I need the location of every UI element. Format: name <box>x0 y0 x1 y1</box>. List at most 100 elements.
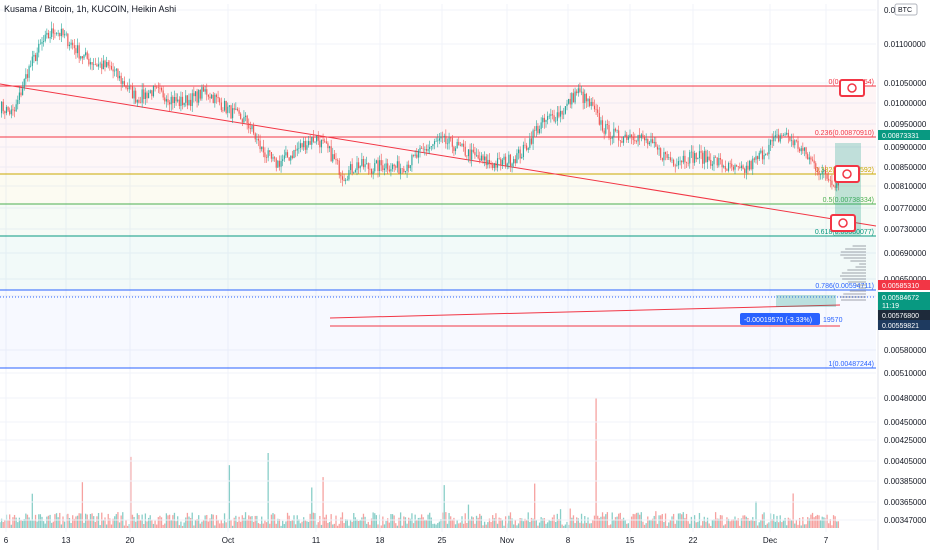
trendline-down[interactable] <box>0 83 877 227</box>
volume-bar <box>753 520 756 528</box>
candle-body <box>526 145 528 150</box>
candle-body <box>322 139 324 141</box>
volume-bar <box>454 524 457 528</box>
volume-bar <box>214 525 216 528</box>
candle-body <box>429 146 431 150</box>
volume-bar <box>231 525 234 528</box>
volume-bar <box>564 524 567 528</box>
candle-body <box>501 159 503 165</box>
candle-body <box>81 56 83 59</box>
money-marker[interactable] <box>839 79 865 97</box>
candle-body <box>621 140 623 143</box>
currency-badge-box[interactable] <box>894 3 918 16</box>
volume-bar <box>2 521 4 528</box>
candle-body <box>440 136 442 139</box>
candle-body <box>789 137 791 141</box>
candle-body <box>598 112 600 125</box>
candle-body <box>792 140 794 146</box>
candle-body <box>592 101 594 106</box>
candle-body <box>624 134 626 137</box>
candle-body <box>614 128 617 131</box>
position-zone[interactable] <box>776 295 836 307</box>
volume-bar <box>530 517 533 528</box>
candle-body <box>748 160 751 170</box>
candle-body <box>312 136 314 142</box>
candle-body <box>461 143 463 146</box>
candle-body <box>388 169 390 172</box>
candle-body <box>538 128 541 134</box>
volume-bar <box>249 516 252 528</box>
money-marker[interactable] <box>830 214 856 232</box>
candle-body <box>832 185 835 186</box>
drawing-lines[interactable]: 0(0.00990654)0.236(0.00870910)0.382(0.00… <box>0 4 877 532</box>
volume-bar <box>653 515 655 528</box>
candle-body <box>104 60 106 68</box>
volume-bar <box>650 520 652 528</box>
volume-bar <box>248 515 250 528</box>
volume-bar <box>336 525 339 528</box>
volume-bar <box>311 487 313 528</box>
candle-body <box>711 164 713 166</box>
candle-body <box>88 58 90 65</box>
volume-bar <box>130 456 132 528</box>
candle-body <box>568 98 570 104</box>
candle-body <box>590 101 592 106</box>
volume-profile-row <box>840 254 866 256</box>
volume-bar <box>739 525 741 528</box>
volume-bar <box>794 523 796 528</box>
volume-bar <box>729 521 731 528</box>
volume-bar <box>579 522 581 528</box>
candle-body <box>207 94 209 97</box>
drawing-overlay[interactable]: -0.00019570 (-3.33%) 19570 <box>740 79 866 325</box>
volume-bar <box>731 519 733 528</box>
candle-body <box>202 87 205 92</box>
volume-bar <box>414 514 416 528</box>
candle-body <box>487 159 489 166</box>
volume-bar <box>189 518 192 528</box>
volume-bar <box>432 523 434 528</box>
candle-body <box>304 140 306 150</box>
candle-body <box>120 75 122 84</box>
volume-bar <box>93 516 95 528</box>
candle-body <box>545 120 547 122</box>
candle-body <box>149 90 151 94</box>
candle-body <box>706 156 709 163</box>
candle-body <box>427 149 429 151</box>
candle-body <box>291 155 293 159</box>
candle-body <box>26 74 29 78</box>
candle-body <box>514 159 516 164</box>
fib-level-label: 0.618(0.00680077) <box>815 229 874 236</box>
y-tick-label: 0.00450000 <box>884 418 927 427</box>
candle-body <box>805 147 807 155</box>
volume-bar <box>574 523 576 528</box>
money-marker[interactable] <box>834 165 860 183</box>
volume-bar <box>294 524 297 528</box>
candle-body <box>152 86 155 97</box>
volume-bar <box>810 514 812 528</box>
measure-badge[interactable] <box>740 313 820 325</box>
volume-bar <box>595 398 597 528</box>
candle-body <box>690 151 692 153</box>
candle-body <box>527 147 529 150</box>
trendline-support[interactable] <box>329 304 841 319</box>
volume-bar <box>256 515 258 528</box>
candle-body <box>345 179 347 181</box>
volume-bar <box>487 522 489 528</box>
volume-bar <box>569 508 571 528</box>
volume-bar <box>49 514 51 528</box>
volume-profile-row <box>859 263 866 265</box>
volume-bar <box>241 515 243 528</box>
candle-body <box>214 94 216 104</box>
candle-body <box>47 32 50 39</box>
fib-level-label: 0.236(0.00870910) <box>815 130 874 137</box>
volume-bar <box>769 513 772 528</box>
candle-body <box>401 168 403 169</box>
candle-body <box>356 162 358 171</box>
candle-body <box>424 149 426 150</box>
volume-bar <box>128 524 130 528</box>
volume-bar <box>304 520 306 528</box>
volume-bar <box>710 525 712 528</box>
candle-body <box>328 146 331 149</box>
